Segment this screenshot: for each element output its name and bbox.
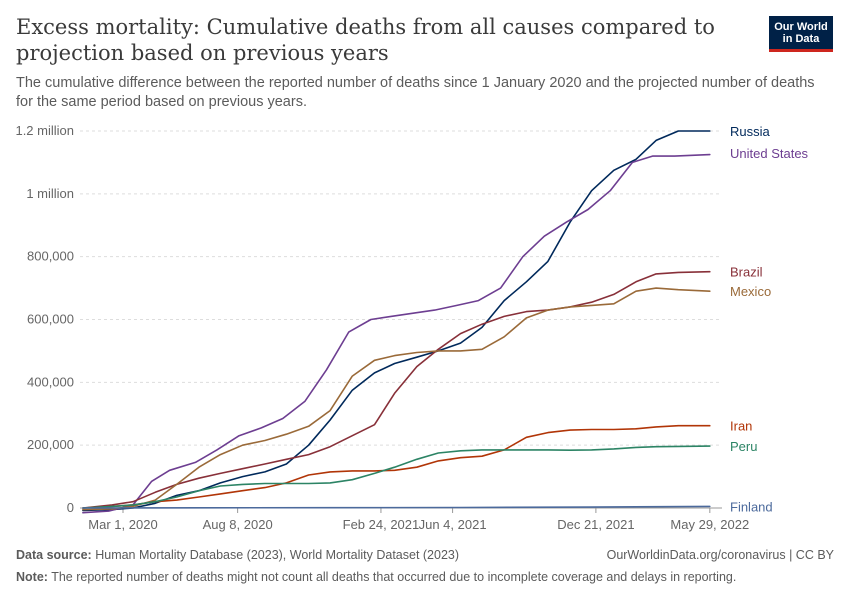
source-label: Data source:: [16, 548, 92, 562]
series-label-mexico: Mexico: [730, 284, 771, 299]
chart-title: Excess mortality: Cumulative deaths from…: [16, 15, 715, 65]
note-label: Note:: [16, 570, 48, 584]
series-line-iran: [82, 424, 711, 509]
series-line-peru: [82, 445, 711, 509]
logo-line-1: Our World: [774, 21, 828, 33]
owid-logo[interactable]: Our World in Data: [769, 16, 833, 52]
series-label-peru: Peru: [730, 439, 757, 454]
y-tick-label-4: 800,000: [27, 249, 74, 264]
x-tick-label-1: Aug 8, 2020: [203, 517, 273, 532]
y-tick-label-0: 0: [67, 500, 74, 515]
y-tick-label-1: 200,000: [27, 437, 74, 452]
x-tick-label-4: Dec 21, 2021: [557, 517, 634, 532]
series-line-united-states: [82, 153, 711, 514]
note-text: The reported number of deaths might not …: [51, 570, 737, 584]
series-label-iran: Iran: [730, 419, 752, 434]
source-text: Human Mortality Database (2023), World M…: [95, 548, 460, 562]
series-line-russia: [82, 130, 711, 512]
y-tick-label-3: 600,000: [27, 312, 74, 327]
series-label-brazil: Brazil: [730, 265, 763, 280]
series-label-finland: Finland: [730, 499, 773, 514]
y-tick-label-6: 1.2 million: [15, 123, 74, 138]
series-line-brazil: [82, 270, 711, 509]
x-tick-label-2: Feb 24, 2021: [343, 517, 420, 532]
x-tick-label-0: Mar 1, 2020: [88, 517, 157, 532]
y-tick-label-5: 1 million: [26, 186, 74, 201]
logo-line-2: in Data: [782, 33, 820, 45]
chart-subtitle: The cumulative difference between the re…: [16, 75, 815, 110]
series-label-united-states: United States: [730, 146, 809, 161]
footer-source: Data source: Human Mortality Database (2…: [16, 548, 834, 562]
series-line-finland: [82, 505, 711, 509]
x-tick-label-5: May 29, 2022: [670, 517, 749, 532]
line-chart: 0 200,000 400,000 600,000 800,000 1 million 1.…: [15, 123, 809, 532]
footer-note: Note: The reported number of deaths migh…: [16, 570, 834, 584]
series-label-russia: Russia: [730, 124, 771, 139]
x-tick-label-3: Jun 4, 2021: [419, 517, 487, 532]
y-tick-label-2: 400,000: [27, 374, 74, 389]
series-line-mexico: [82, 287, 711, 511]
credit-link[interactable]: OurWorldinData.org/coronavirus | CC BY: [606, 548, 834, 562]
